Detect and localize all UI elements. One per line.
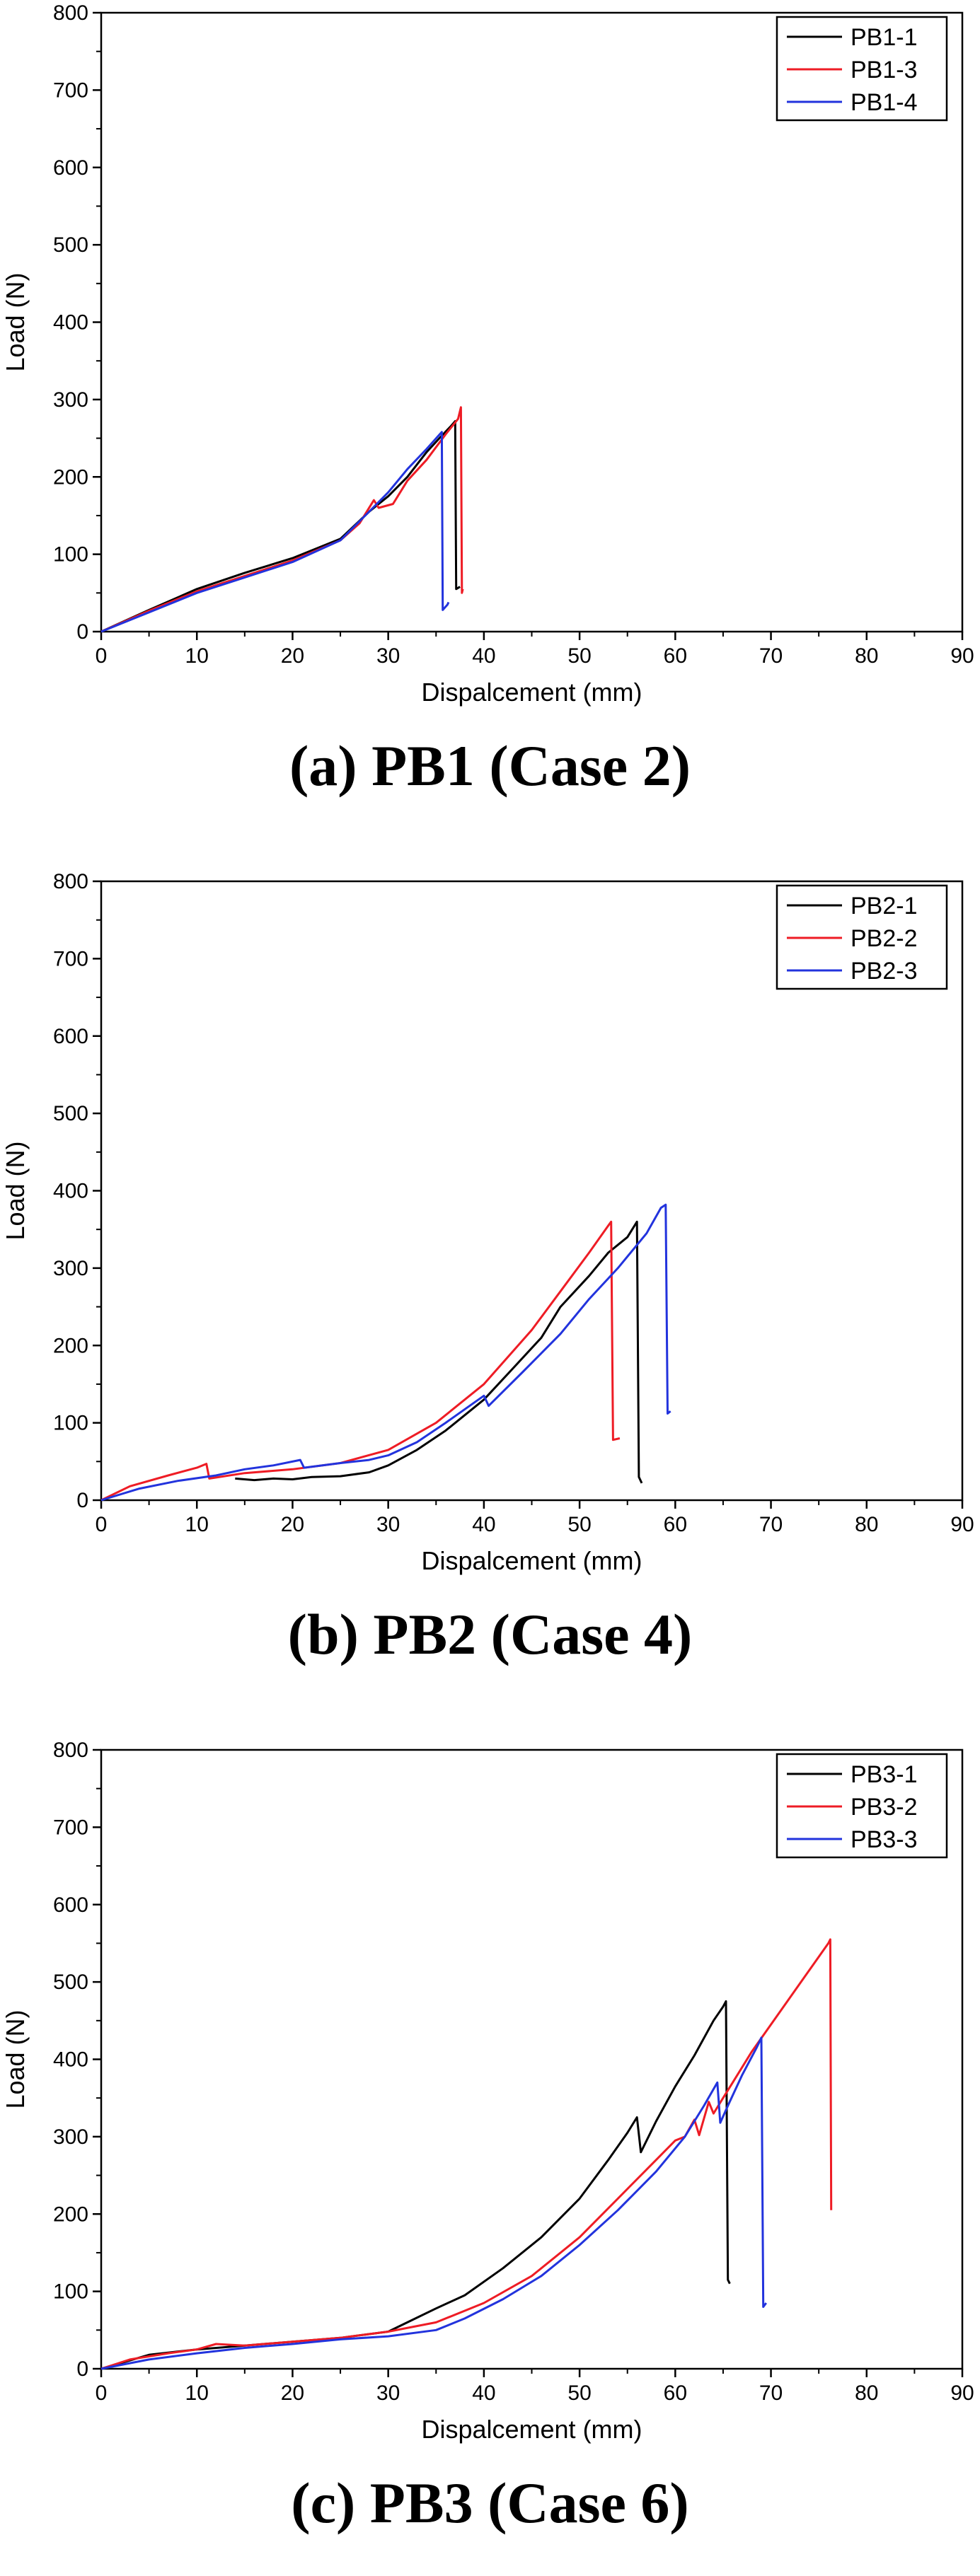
y-tick-label: 0 <box>76 1489 88 1512</box>
y-tick-label: 500 <box>53 233 88 257</box>
x-axis-label: Dispalcement (mm) <box>421 2415 642 2444</box>
y-tick-label: 500 <box>53 1971 88 1994</box>
series-line-pb2-2 <box>100 1220 621 1502</box>
legend-entry: PB1-1 <box>851 24 918 51</box>
x-tick-label: 90 <box>950 2381 974 2405</box>
x-tick-label: 30 <box>376 2381 400 2405</box>
series-line-pb1-1 <box>100 420 461 633</box>
x-tick-label: 60 <box>664 1513 687 1536</box>
y-tick-label: 800 <box>53 870 88 893</box>
x-tick-label: 10 <box>185 1513 209 1536</box>
chart-caption-c: (c) PB3 (Case 6) <box>291 2471 689 2535</box>
legend-entry: PB1-3 <box>851 57 918 83</box>
legend-entry: PB2-3 <box>851 958 918 985</box>
y-tick-label: 300 <box>53 1257 88 1280</box>
legend-entry: PB3-2 <box>851 1794 918 1821</box>
y-tick-label: 400 <box>53 2048 88 2072</box>
x-tick-label: 80 <box>855 644 878 668</box>
series-line-pb1-3 <box>100 406 464 633</box>
y-tick-label: 200 <box>53 2203 88 2226</box>
y-tick-label: 600 <box>53 1025 88 1048</box>
x-tick-label: 70 <box>759 2381 783 2405</box>
y-tick-label: 500 <box>53 1102 88 1125</box>
x-tick-label: 0 <box>96 1513 108 1536</box>
x-tick-label: 90 <box>950 644 974 668</box>
y-axis-label: Load (N) <box>1 272 30 371</box>
legend-entry: PB2-1 <box>851 893 918 919</box>
y-tick-label: 100 <box>53 1412 88 1435</box>
x-tick-label: 30 <box>376 1513 400 1536</box>
legend-entry: PB3-1 <box>851 1761 918 1788</box>
y-tick-label: 600 <box>53 1893 88 1917</box>
legend-entry: PB3-3 <box>851 1826 918 1853</box>
y-tick-label: 400 <box>53 1180 88 1203</box>
y-tick-label: 300 <box>53 2125 88 2149</box>
line-chart-c: 0 10 20 30 40 50 60 70 80 90 0 100 200 300 400 500 600 70… <box>1 1739 974 2444</box>
x-tick-label: 40 <box>472 644 495 668</box>
y-tick-label: 800 <box>53 1 88 25</box>
y-tick-label: 100 <box>53 2280 88 2304</box>
x-tick-label: 10 <box>185 644 209 668</box>
x-tick-label: 10 <box>185 2381 209 2405</box>
x-tick-label: 80 <box>855 2381 878 2405</box>
y-tick-label: 700 <box>53 947 88 970</box>
line-chart-a: 0 10 20 30 40 50 60 70 80 90 0 100 200 300 400 500 600 70… <box>1 1 974 707</box>
legend-entry: PB1-4 <box>851 89 918 116</box>
series-line-pb3-3 <box>100 2036 768 2370</box>
series-line-pb3-2 <box>100 1938 833 2370</box>
y-tick-label: 100 <box>53 543 88 567</box>
x-axis-label: Dispalcement (mm) <box>421 1546 642 1575</box>
y-tick-label: 0 <box>76 2357 88 2381</box>
x-tick-label: 0 <box>96 644 108 668</box>
x-tick-label: 90 <box>950 1513 974 1536</box>
chart-caption-a: (a) PB1 (Case 2) <box>289 733 691 798</box>
y-tick-label: 800 <box>53 1739 88 1762</box>
legend-entry: PB2-2 <box>851 925 918 952</box>
x-tick-label: 50 <box>567 2381 591 2405</box>
x-tick-label: 50 <box>567 644 591 668</box>
y-tick-label: 0 <box>76 620 88 644</box>
series-line-pb3-1 <box>100 2000 731 2370</box>
y-tick-label: 300 <box>53 388 88 412</box>
x-tick-label: 60 <box>664 2381 687 2405</box>
x-tick-label: 80 <box>855 1513 878 1536</box>
x-tick-label: 40 <box>472 1513 495 1536</box>
series-line-pb2-3 <box>100 1203 671 1502</box>
y-tick-label: 200 <box>53 1334 88 1357</box>
x-tick-label: 50 <box>567 1513 591 1536</box>
x-tick-label: 0 <box>96 2381 108 2405</box>
x-tick-label: 70 <box>759 644 783 668</box>
line-chart-b: 0 10 20 30 40 50 60 70 80 90 0 100 200 300 400 500 600 70… <box>1 870 974 1575</box>
y-tick-label: 400 <box>53 311 88 335</box>
chart-caption-b: (b) PB2 (Case 4) <box>287 1602 693 1666</box>
x-tick-label: 20 <box>281 2381 304 2405</box>
series-line-pb1-4 <box>100 431 450 633</box>
x-tick-label: 60 <box>664 644 687 668</box>
x-tick-label: 20 <box>281 644 304 668</box>
x-tick-label: 30 <box>376 644 400 668</box>
x-tick-label: 40 <box>472 2381 495 2405</box>
y-axis-label: Load (N) <box>1 1141 30 1240</box>
x-tick-label: 70 <box>759 1513 783 1536</box>
y-tick-label: 700 <box>53 79 88 102</box>
y-tick-label: 200 <box>53 465 88 489</box>
y-axis-label: Load (N) <box>1 2009 30 2108</box>
x-tick-label: 20 <box>281 1513 304 1536</box>
y-tick-label: 700 <box>53 1816 88 1839</box>
x-axis-label: Dispalcement (mm) <box>421 678 642 707</box>
y-tick-label: 600 <box>53 156 88 180</box>
series-line-pb2-1 <box>235 1220 643 1484</box>
